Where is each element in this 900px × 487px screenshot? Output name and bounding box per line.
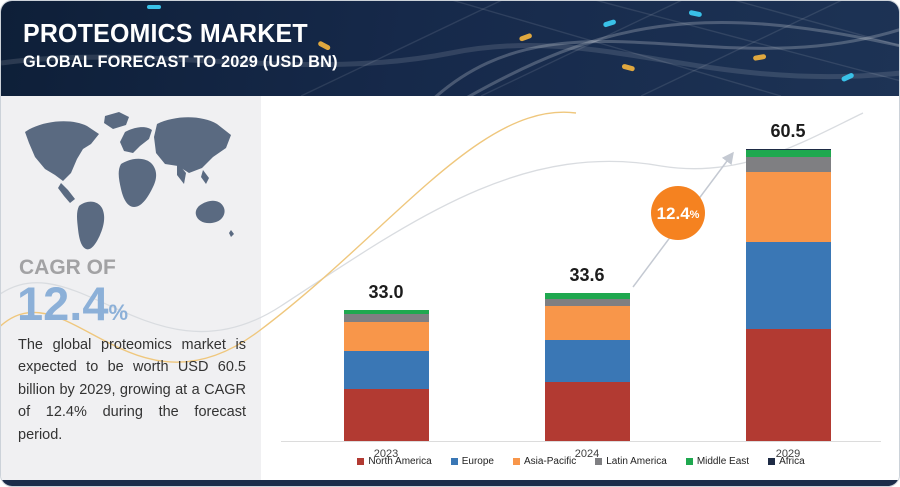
bar-chart: North America Europe Asia-Pacific Latin Ame… <box>261 96 899 482</box>
legend-swatch <box>685 458 693 465</box>
world-map-icon <box>25 112 234 250</box>
legend-item-africa: Africa <box>768 456 805 467</box>
market-description: The global proteomics market is expected… <box>18 337 246 443</box>
cagr-value: 12.4% <box>17 276 128 331</box>
growth-badge-text: 12.4% <box>657 204 700 223</box>
stacked-bar-2029 <box>745 149 831 441</box>
page-subtitle: GLOBAL FORECAST TO 2029 (USD BN) <box>23 51 338 71</box>
header-network-decoration <box>1 1 899 96</box>
legend-label: Africa <box>779 456 805 467</box>
bar-segment-north-america <box>544 382 630 441</box>
stacked-bar-2023 <box>343 310 429 441</box>
x-axis-tick-label: 2029 <box>775 448 801 460</box>
legend-label: Europe <box>461 456 494 467</box>
legend-label: Latin America <box>606 456 667 467</box>
sidebar-panel: CAGR OF 12.4% The global proteomics mark… <box>1 96 261 480</box>
legend-item-north-america: North America <box>357 456 432 467</box>
bar-segment-europe <box>745 242 831 329</box>
bar-segment-north-america <box>745 328 831 441</box>
bar-segment-asia-pacific <box>745 171 831 243</box>
growth-badge-circle <box>651 186 705 240</box>
bar-segment-europe <box>343 350 429 389</box>
bar-segment-asia-pacific <box>343 321 429 351</box>
legend-item-middle-east: Middle East <box>685 456 750 467</box>
legend-label: Middle East <box>696 456 750 467</box>
bar-segment-latin-america <box>343 313 429 322</box>
growth-arrow <box>632 151 734 288</box>
bar-value-label: 33.0 <box>368 282 404 302</box>
legend-swatch <box>450 458 458 465</box>
x-axis-tick-label: 2023 <box>373 448 399 460</box>
chart-legend: North America Europe Asia-Pacific Latin Ame… <box>261 456 899 467</box>
bar-segment-europe <box>544 340 630 383</box>
bar-segment-latin-america <box>745 156 831 172</box>
bar-segment-latin-america <box>544 299 630 307</box>
footer-strip <box>1 480 899 486</box>
bar-segment-asia-pacific <box>544 306 630 341</box>
legend-swatch <box>595 458 603 465</box>
cagr-number: 12.4 <box>17 277 109 330</box>
legend-swatch <box>357 458 365 465</box>
x-axis-tick-label: 2024 <box>574 448 600 460</box>
bar-value-label: 33.6 <box>569 265 605 285</box>
legend-label: Asia-Pacific <box>523 456 577 467</box>
legend-label: North America <box>368 456 432 467</box>
legend-item-asia-pacific: Asia-Pacific <box>512 456 577 467</box>
cagr-percent-sign: % <box>108 300 129 325</box>
page-title: PROTEOMICS MARKET <box>23 18 308 48</box>
legend-item-latin-america: Latin America <box>595 456 667 467</box>
bar-segment-middle-east <box>745 149 831 157</box>
legend-item-europe: Europe <box>450 456 494 467</box>
stacked-bar-2024 <box>544 293 630 441</box>
legend-swatch <box>768 458 776 465</box>
bar-segment-north-america <box>343 388 429 441</box>
x-axis-line <box>281 441 881 442</box>
header-banner: PROTEOMICS MARKET GLOBAL FORECAST TO 202… <box>1 1 899 96</box>
bar-value-label: 60.5 <box>770 121 806 141</box>
legend-swatch <box>512 458 520 465</box>
